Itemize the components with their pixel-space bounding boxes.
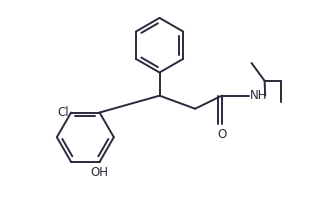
Text: OH: OH <box>91 166 109 179</box>
Text: NH: NH <box>250 89 267 102</box>
Text: O: O <box>217 128 227 141</box>
Text: Cl: Cl <box>57 106 69 119</box>
